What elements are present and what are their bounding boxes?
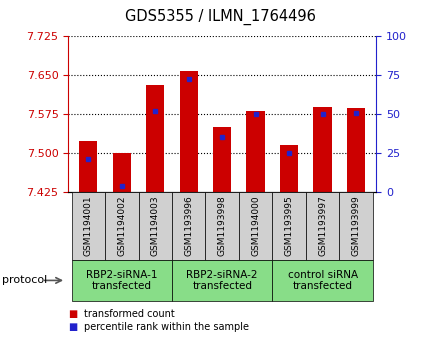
Text: GSM1194003: GSM1194003	[151, 196, 160, 256]
Text: GSM1194000: GSM1194000	[251, 196, 260, 256]
Bar	[113, 153, 131, 192]
Text: RBP2-siRNA-2
transfected: RBP2-siRNA-2 transfected	[187, 270, 258, 291]
Bar	[246, 111, 265, 192]
Text: GSM1193999: GSM1193999	[352, 196, 361, 256]
Text: control siRNA
transfected: control siRNA transfected	[288, 270, 358, 291]
Bar	[213, 127, 231, 192]
Bar	[79, 141, 98, 192]
Text: GSM1193995: GSM1193995	[285, 196, 293, 256]
Text: percentile rank within the sample: percentile rank within the sample	[84, 322, 249, 332]
Text: GSM1193998: GSM1193998	[218, 196, 227, 256]
Text: GSM1193996: GSM1193996	[184, 196, 193, 256]
Text: GSM1193997: GSM1193997	[318, 196, 327, 256]
Bar	[146, 85, 165, 192]
Text: GDS5355 / ILMN_1764496: GDS5355 / ILMN_1764496	[125, 9, 315, 25]
Bar	[347, 107, 365, 192]
Text: transformed count: transformed count	[84, 309, 174, 319]
Bar	[313, 106, 332, 192]
Text: GSM1194001: GSM1194001	[84, 196, 93, 256]
Bar	[180, 71, 198, 192]
Bar	[280, 145, 298, 192]
Text: protocol: protocol	[2, 276, 48, 285]
Text: ■: ■	[68, 322, 77, 332]
Text: GSM1194002: GSM1194002	[117, 196, 126, 256]
Text: ■: ■	[68, 309, 77, 319]
Text: RBP2-siRNA-1
transfected: RBP2-siRNA-1 transfected	[86, 270, 158, 291]
